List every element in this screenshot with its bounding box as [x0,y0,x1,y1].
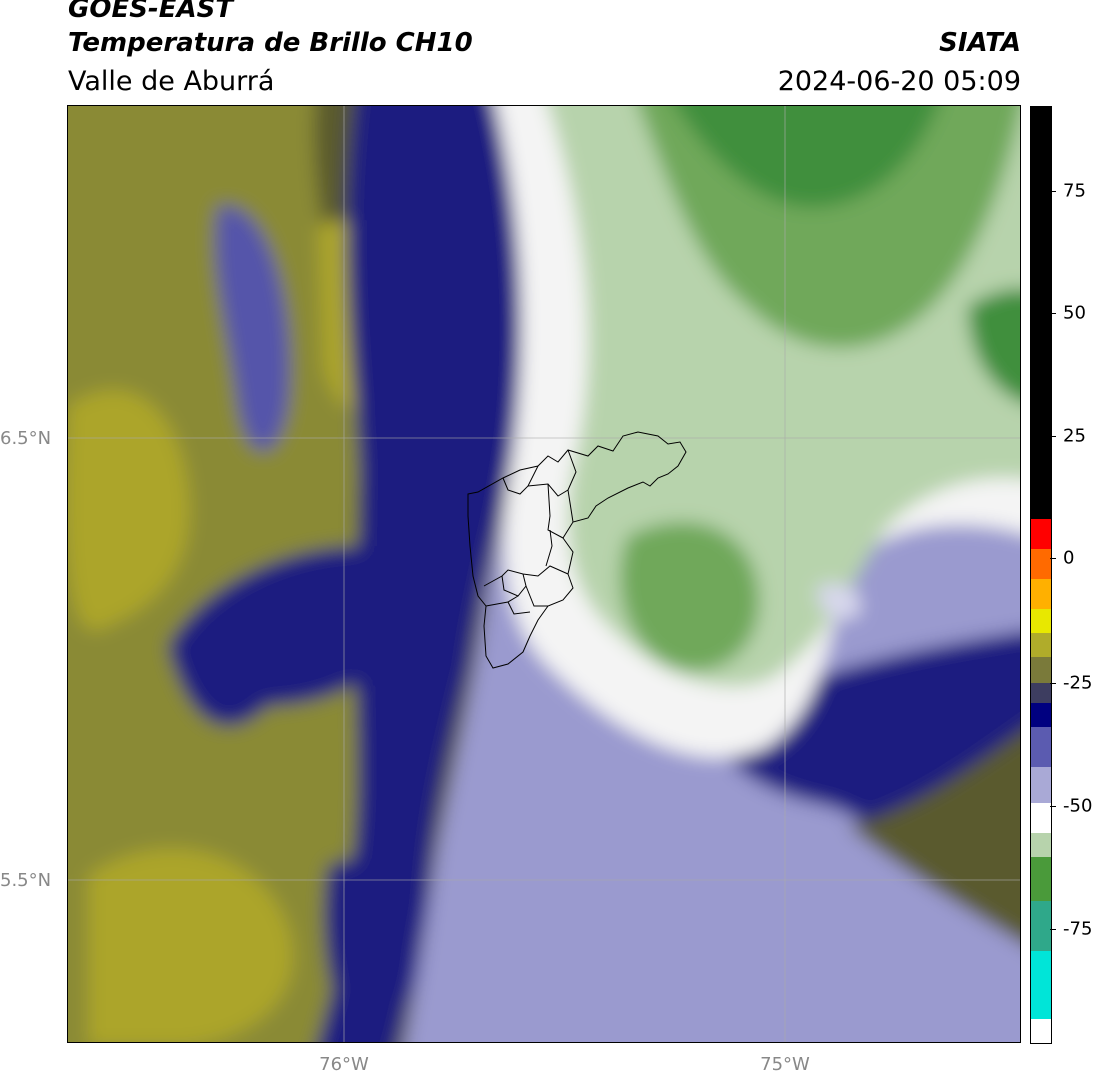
colorbar-segment-blue [1031,727,1051,767]
boundary-inner-3 [547,483,564,539]
colorbar-segment-slate [1031,683,1051,703]
colorbar-segment-teal [1031,901,1051,951]
lat-label-6-5: 6.5°N [0,428,52,449]
cold-cluster-south [324,858,420,1036]
green-region-east [968,288,1020,402]
green-region-south [620,522,760,672]
datetime-label: 2024-06-20 05:09 [777,66,1021,97]
warm-region-east [848,732,1020,942]
colorbar-label-0: 0 [1063,547,1075,569]
colorbar-tick [1050,313,1056,314]
colorbar-tick [1050,436,1056,437]
colorbar-label-minus-75: -75 [1063,918,1093,940]
graticule [68,106,1020,1042]
colorbar-label-75: 75 [1063,180,1086,202]
warm-patch-1 [68,390,190,631]
cold-band-finger [215,205,290,451]
colorbar-segment-green [1031,857,1051,901]
map-svg [68,106,1020,1042]
warm-patch-2 [88,848,293,1042]
cold-cluster-west [168,546,416,726]
agency-label: SIATA [939,28,1021,58]
colorbar-label-minus-25: -25 [1063,672,1093,694]
colorbar-tick [1050,683,1056,684]
cold-spot [817,583,861,620]
colorbar-segment-olive [1031,633,1051,657]
colorbar-tick [1050,929,1056,930]
colorbar-segment-white-end [1031,1019,1051,1043]
colorbar-tick [1050,558,1056,559]
colorbar-tick [1050,191,1056,192]
colorbar-label-minus-50: -50 [1063,795,1093,817]
product-title: Temperatura de Brillo CH10 [68,28,473,58]
colorbar-segment-lavender [1031,767,1051,803]
colorbar-svg [1031,107,1051,1043]
colorbar-segment-green-light [1031,833,1051,857]
brightness-temperature-map [68,106,1020,1042]
green-region-core [676,106,938,208]
boundary-inner-10 [545,529,553,567]
colorbar-segment-olive-dark [1031,657,1051,683]
boundary-inner-2 [527,483,574,523]
municipal-boundaries [467,431,687,669]
warm-region-west [68,106,378,1042]
boundary-inner-4 [567,449,577,491]
satellite-title: GOES-EAST [68,0,234,24]
lat-label-5-5: 5.5°N [0,870,52,891]
colorbar-segment-yellow [1031,609,1051,633]
colorbar-segment-amber [1031,579,1051,609]
lon-label-75: 75°W [760,1054,810,1075]
region-label: Valle de Aburrá [68,66,275,97]
colorbar-segment-white [1031,803,1051,833]
colorbar-label-25: 25 [1063,425,1086,447]
colorbar-segment-cyan [1031,951,1051,1019]
cold-band-west [317,106,534,1042]
boundary-outline [467,431,687,669]
colorbar-segment-red [1031,519,1051,549]
colorbar-segment-navy [1031,703,1051,727]
lon-label-76: 76°W [319,1054,369,1075]
colorbar-segment-orange [1031,549,1051,579]
colorbar-label-50: 50 [1063,302,1086,324]
colorbar-segment-black [1031,107,1051,519]
boundary-inner-1 [502,465,539,495]
boundary-inner-8 [525,585,548,607]
colorbar-tick [1050,806,1056,807]
boundary-inner-9 [507,601,531,615]
colorbar [1030,106,1052,1044]
